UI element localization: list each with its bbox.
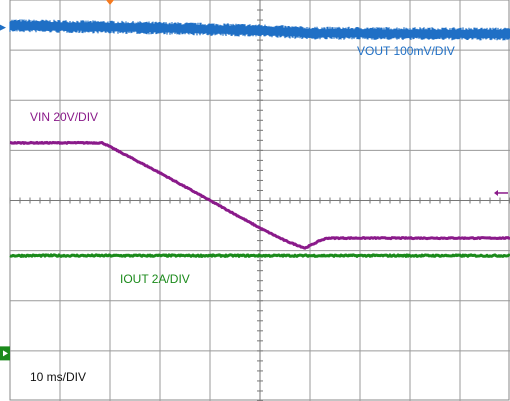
vout-scale-label: VOUT 100mV/DIV [357,44,455,58]
vout-trace [9,19,510,41]
vout-ref-marker [0,24,6,31]
trigger-marker [106,0,114,5]
iout-trace [9,253,510,258]
iout-scale-label: IOUT 2A/DIV [120,272,190,286]
vin-trace [9,140,510,250]
vin-scale-label: VIN 20V/DIV [30,110,98,124]
timebase-label: 10 ms/DIV [30,370,86,384]
traces [9,19,510,258]
vin-ref-arrow [494,189,498,196]
channel-markers [0,0,508,361]
iout-ref-arrow [3,350,8,357]
graticule [9,0,510,401]
